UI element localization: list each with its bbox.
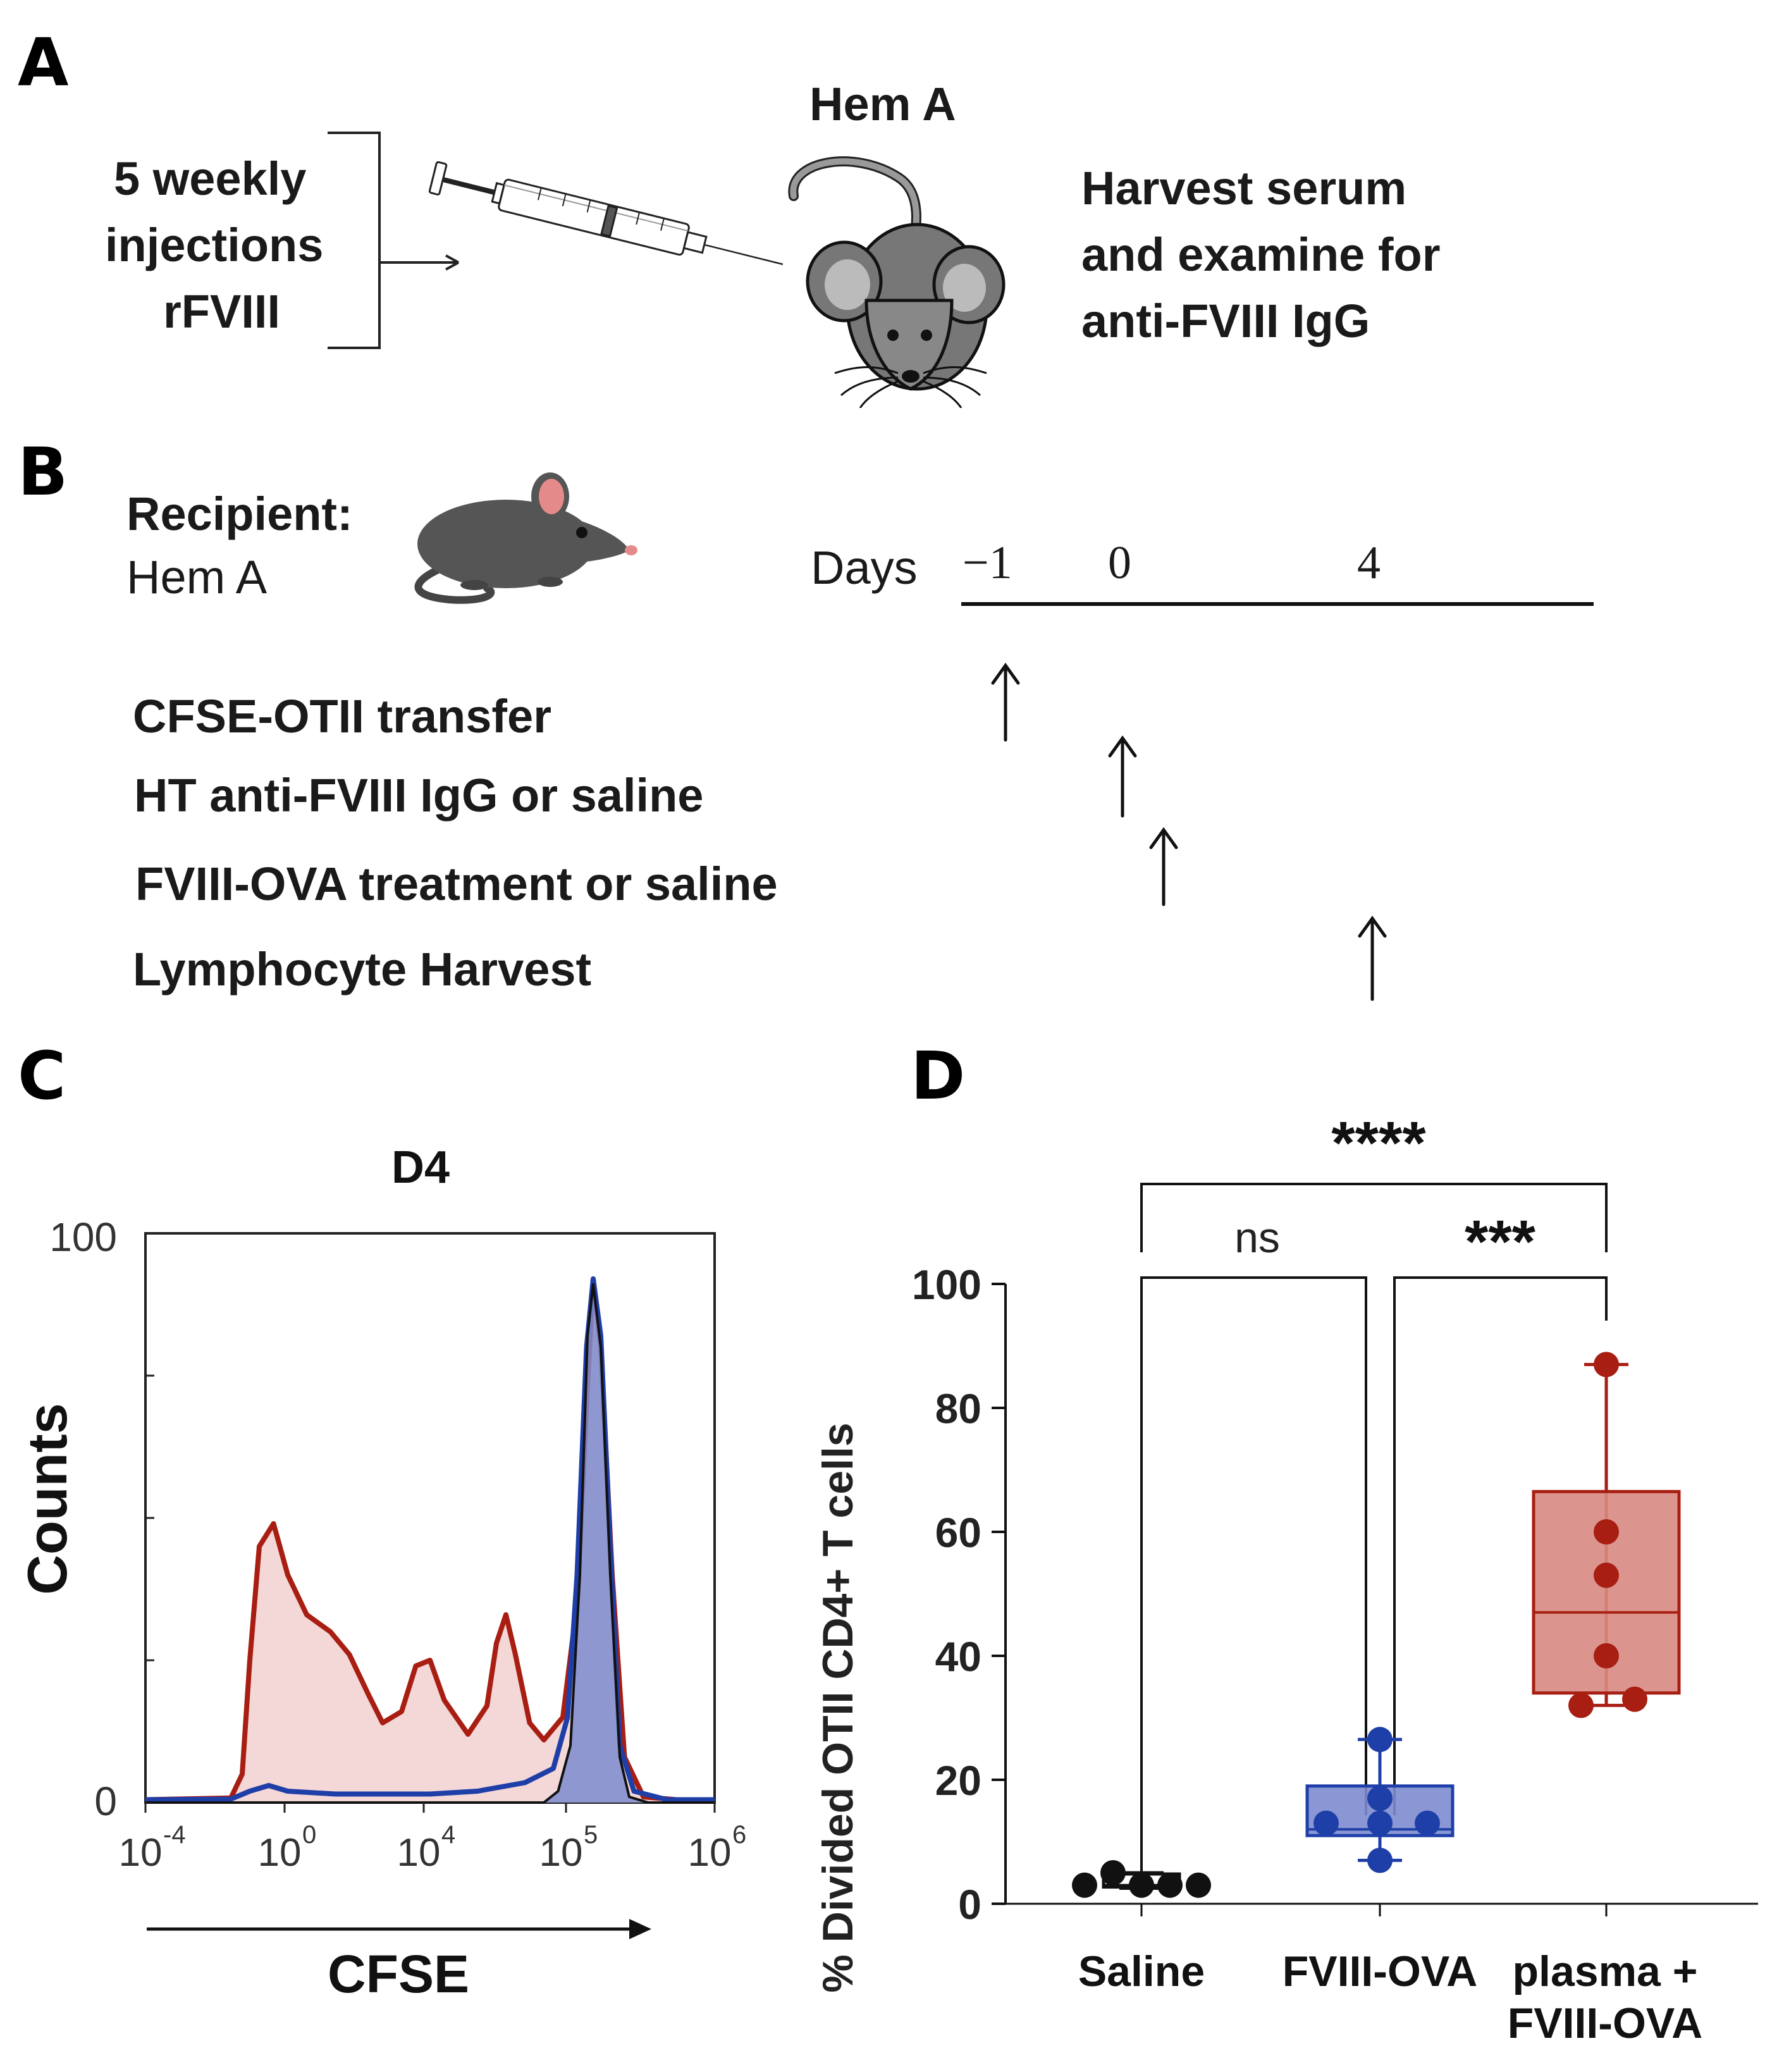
histogram-xtick-exp: -4 xyxy=(163,1821,186,1849)
outcome-line-1: Harvest serum xyxy=(1081,162,1407,214)
outcome-line-3: anti-FVIII IgG xyxy=(1081,295,1370,347)
data-point xyxy=(1367,1847,1393,1873)
category-label: Saline xyxy=(1078,1947,1205,1995)
data-point xyxy=(1100,1860,1126,1885)
timeline-arrows xyxy=(961,602,1594,1001)
sig-right-label: *** xyxy=(1465,1208,1536,1276)
panel-b-letter: B xyxy=(18,433,68,510)
histogram-xtick-base: 10 xyxy=(688,1831,732,1875)
histogram-xtick-exp: 0 xyxy=(302,1821,316,1849)
step-ht-antifviii: HT anti-FVIII IgG or saline xyxy=(134,769,704,822)
boxplot-ylabel: % Divided OTII CD4+ T cells xyxy=(814,1422,862,1992)
histogram-ytick-0: 0 xyxy=(94,1779,117,1824)
day-tick-4: 4 xyxy=(1357,537,1381,589)
panel-d-letter: D xyxy=(911,1037,966,1114)
data-point xyxy=(1594,1519,1619,1545)
data-point xyxy=(1367,1810,1393,1836)
histogram-xtick-exp: 4 xyxy=(441,1821,455,1849)
data-point xyxy=(1594,1643,1619,1668)
data-point xyxy=(1415,1810,1440,1836)
outcome-line-2: and examine for xyxy=(1081,228,1441,281)
injection-bracket xyxy=(328,132,459,349)
histogram-series-2 xyxy=(145,1283,715,1804)
cfse-histogram: D4 Counts 100 0 10 -4 10 0 10 4 10 5 10 6 CFSE xyxy=(16,1142,746,2004)
data-point xyxy=(1622,1686,1647,1712)
panel-c-letter: C xyxy=(18,1037,66,1114)
sig-bracket-ns xyxy=(1140,1276,1367,1878)
recipient-strain: Hem A xyxy=(126,551,268,603)
histogram-xtick-exp: 6 xyxy=(732,1821,746,1849)
boxplot-ytick-label: 60 xyxy=(935,1509,981,1556)
boxplot-ytick-label: 20 xyxy=(935,1757,981,1804)
recipient-label: Recipient: xyxy=(126,488,353,540)
histogram-ylabel: Counts xyxy=(16,1403,78,1594)
data-point xyxy=(1129,1872,1154,1898)
data-point xyxy=(1313,1810,1339,1836)
mouse-side-icon xyxy=(414,472,637,604)
sig-top-label: **** xyxy=(1331,1109,1426,1177)
mouse-front-icon xyxy=(788,156,1006,408)
days-label: Days xyxy=(811,541,918,594)
hem-a-mouse-label: Hem A xyxy=(809,78,956,130)
data-point xyxy=(1186,1872,1211,1898)
category-label: FVIII-OVA xyxy=(1283,1947,1478,1995)
data-point xyxy=(1157,1872,1183,1898)
sig-bracket-top xyxy=(1140,1183,1608,1252)
data-point xyxy=(1367,1785,1393,1811)
boxplot-ytick-label: 100 xyxy=(912,1261,981,1308)
injection-line-1: 5 weekly xyxy=(114,152,307,205)
day-tick-minus1: −1 xyxy=(963,537,1012,589)
category-label: plasma + xyxy=(1513,1947,1698,1995)
histogram-fill-2 xyxy=(145,1285,715,1803)
sig-ns-label: ns xyxy=(1234,1214,1280,1262)
histogram-xtick-base: 10 xyxy=(258,1831,302,1875)
data-point xyxy=(1594,1562,1619,1588)
syringe-icon xyxy=(428,161,784,266)
data-point xyxy=(1568,1693,1594,1718)
day-tick-0: 0 xyxy=(1108,537,1131,589)
histogram-fill-0 xyxy=(145,1279,715,1803)
boxplot-ytick-label: 40 xyxy=(935,1633,981,1680)
step-fviii-ova-treatment: FVIII-OVA treatment or saline xyxy=(135,858,778,910)
panel-a-letter: A xyxy=(18,24,69,101)
histogram-xtick-base: 10 xyxy=(539,1831,583,1875)
data-point xyxy=(1594,1352,1619,1378)
injection-line-2: injections xyxy=(105,219,324,271)
histogram-xtick-base: 10 xyxy=(397,1831,441,1875)
boxplot-ytick-label: 80 xyxy=(935,1385,981,1432)
histogram-ytick-100: 100 xyxy=(49,1214,117,1260)
histogram-xlabel: CFSE xyxy=(328,1944,469,2004)
histogram-xtick-base: 10 xyxy=(119,1831,163,1875)
sig-bracket-right xyxy=(1393,1276,1608,1815)
histogram-xtick-exp: 5 xyxy=(584,1821,598,1849)
boxplot-ytick-label: 0 xyxy=(958,1881,981,1928)
injection-line-3: rFVIII xyxy=(163,285,281,338)
histogram-title: D4 xyxy=(391,1142,450,1193)
data-point xyxy=(1367,1727,1393,1753)
step-cfse-transfer: CFSE-OTII transfer xyxy=(133,690,551,743)
data-point xyxy=(1072,1872,1097,1898)
step-lymphocyte-harvest: Lymphocyte Harvest xyxy=(133,943,592,996)
category-label: FVIII-OVA xyxy=(1508,1999,1703,2047)
divided-cells-boxplot: % Divided OTII CD4+ T cells 0 20 40 60 80 100… xyxy=(814,1109,1758,2047)
